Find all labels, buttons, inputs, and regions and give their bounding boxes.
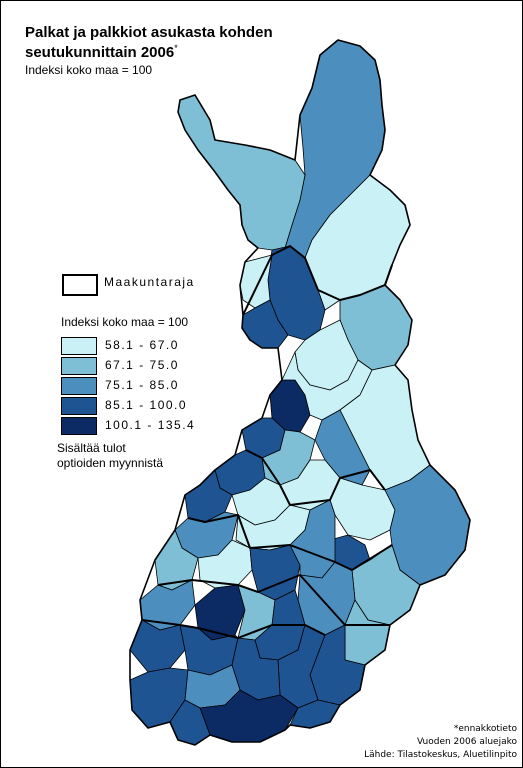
legend-label: 58.1 - 67.0	[105, 338, 179, 352]
legend-note-line2: optioiden myynnistä	[57, 456, 164, 470]
map-subtitle: Indeksi koko maa = 100	[25, 63, 153, 77]
province-boundary-north-ostrobothnia	[245, 449, 386, 506]
legend-item: 67.1 - 75.0	[61, 357, 241, 375]
country-outline	[129, 39, 471, 746]
legend-swatch	[61, 357, 97, 375]
province-boundary-south	[157, 574, 390, 626]
legend-note-line1: Sisältää tulot	[57, 441, 126, 455]
province-boundary-legend-label: Maakuntaraja	[104, 275, 195, 289]
legend-label: 85.1 - 100.0	[105, 398, 188, 412]
legend-swatch	[61, 397, 97, 415]
legend-swatch	[61, 377, 97, 395]
legend-item: 100.1 - 135.4	[61, 417, 241, 435]
footer-source: Lähde: Tilastokeskus, Aluetilinpito	[364, 750, 517, 760]
province-boundary-legend-swatch	[62, 274, 98, 296]
province-boundary-lapland	[242, 245, 393, 316]
legend-label: 75.1 - 85.0	[105, 378, 179, 392]
legend-item: 75.1 - 85.0	[61, 377, 241, 395]
region-lapland-west	[177, 94, 306, 251]
legend-item: 58.1 - 67.0	[61, 337, 241, 355]
map-title-line2: seutukunnittain 2006*	[25, 43, 178, 61]
footer-preliminary-note: *ennakkotieto	[453, 724, 517, 734]
province-boundary-central	[187, 514, 393, 571]
legend-item: 85.1 - 100.0	[61, 397, 241, 415]
province-boundary-southern	[141, 619, 326, 639]
footer-regional-division: Vuoden 2006 aluejako	[416, 737, 517, 747]
map-title-line1: Palkat ja palkkiot asukasta kohden	[25, 24, 273, 41]
legend-label: 100.1 - 135.4	[105, 418, 196, 432]
legend-title: Indeksi koko maa = 100	[61, 315, 189, 329]
legend-swatch	[61, 337, 97, 355]
title-asterisk: *	[174, 43, 178, 53]
legend-swatch	[61, 417, 97, 435]
title-line2-text: seutukunnittain 2006	[25, 44, 175, 61]
legend-label: 67.1 - 75.0	[105, 358, 179, 372]
